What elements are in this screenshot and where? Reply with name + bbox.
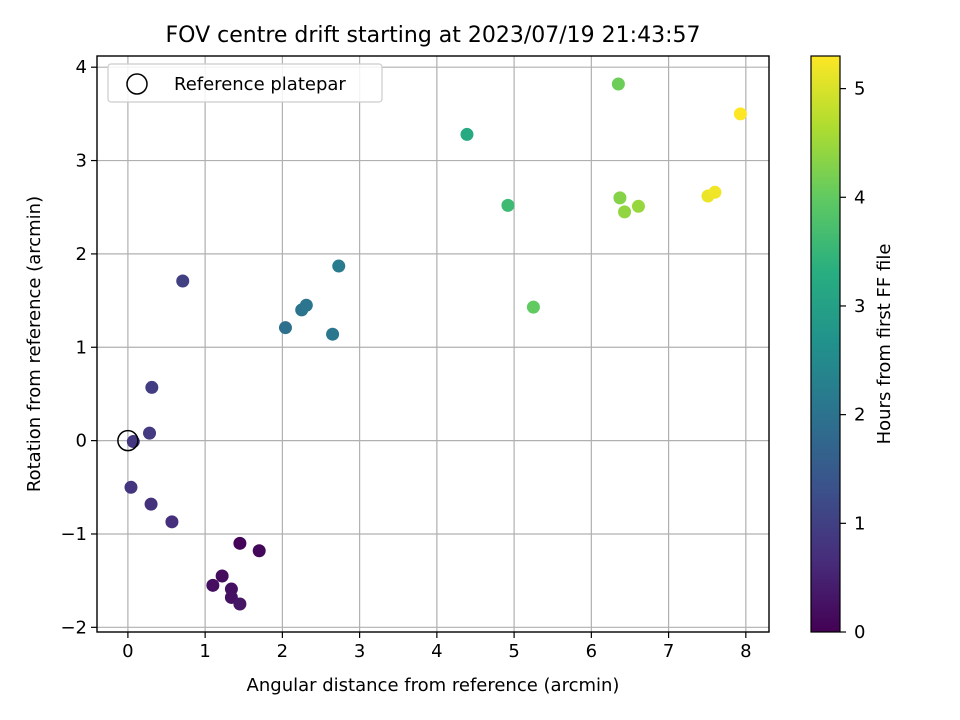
data-point (252, 544, 266, 558)
chart-title: FOV centre drift starting at 2023/07/19 … (166, 23, 701, 48)
colorbar-tick-label: 0 (854, 622, 865, 643)
x-axis-label: Angular distance from reference (arcmin) (247, 675, 620, 696)
colorbar-tick-label: 1 (854, 513, 865, 534)
colorbar-label: Hours from first FF file (874, 244, 895, 445)
colorbar: 0 1 2 3 4 5 Hours from first FF file (810, 55, 895, 643)
data-point (233, 597, 247, 611)
axis-ticks: 0 1 2 3 4 5 6 7 8 −2 −1 0 1 2 3 4 (60, 57, 751, 662)
y-tick-label: −1 (60, 524, 87, 545)
data-point (165, 515, 179, 529)
data-point (143, 426, 157, 440)
y-axis-label: Rotation from reference (arcmin) (24, 196, 45, 492)
data-point (206, 578, 220, 592)
y-tick-label: 3 (76, 151, 87, 172)
data-point (144, 497, 158, 511)
colorbar-tick-label: 4 (854, 187, 865, 208)
x-tick-label: 4 (431, 641, 442, 662)
data-point (176, 274, 190, 288)
x-tick-label: 6 (586, 641, 597, 662)
data-point (501, 198, 515, 212)
data-point (233, 536, 247, 550)
legend-label: Reference platepar (174, 74, 346, 95)
colorbar-ticks: 0 1 2 3 4 5 (840, 79, 865, 643)
grid (97, 56, 769, 632)
y-tick-label: 2 (76, 244, 87, 265)
x-tick-label: 7 (663, 641, 674, 662)
data-points (117, 77, 747, 611)
reference-platepar-marker (117, 429, 139, 452)
data-point (332, 259, 346, 273)
colorbar-tick-label: 5 (854, 79, 865, 100)
x-tick-label: 1 (199, 641, 210, 662)
data-point (526, 300, 540, 314)
data-point (278, 321, 292, 335)
x-tick-label: 5 (508, 641, 519, 662)
colorbar-gradient (810, 55, 841, 633)
data-point (124, 480, 138, 494)
data-point (708, 185, 722, 199)
y-tick-label: 0 (76, 431, 87, 452)
colorbar-tick-label: 2 (854, 405, 865, 426)
x-tick-label: 3 (354, 641, 365, 662)
data-point (215, 569, 229, 583)
y-tick-label: −2 (60, 617, 87, 638)
y-tick-label: 4 (76, 57, 87, 78)
colorbar-tick-label: 3 (854, 296, 865, 317)
data-point (299, 298, 313, 312)
data-point (326, 327, 340, 341)
plot-frame (96, 55, 770, 633)
legend-marker-icon (126, 73, 148, 95)
data-point (611, 77, 625, 91)
x-tick-label: 2 (277, 641, 288, 662)
data-point (145, 380, 159, 394)
y-tick-label: 1 (76, 337, 87, 358)
data-point (733, 107, 747, 121)
data-point (613, 191, 627, 205)
data-point (460, 127, 474, 141)
x-tick-label: 0 (122, 641, 133, 662)
data-point (618, 205, 632, 219)
legend: Reference platepar (107, 63, 383, 103)
data-point (631, 199, 645, 213)
x-tick-label: 8 (740, 641, 751, 662)
legend-box (107, 63, 383, 103)
